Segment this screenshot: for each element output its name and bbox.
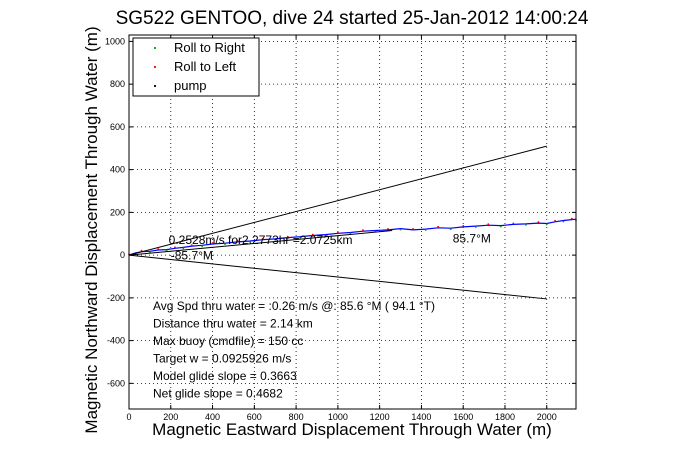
bounds-line [128,145,547,256]
stat-line: Max buoy (cmdfile) = 150 cc [153,334,303,348]
series-layer [128,145,577,300]
stat-line: Model glide slope = 0.3663 [153,369,297,383]
roll-left-point [157,248,160,250]
x-tick-label: 2000 [537,412,557,422]
roll-left-point [286,235,289,238]
annotations: 0.2528m/s for2.2773hr =2.0725km 85.7°M -85… [169,231,491,262]
roll-right-point [201,245,204,248]
legend-marker [153,65,157,69]
x-tick-label: 400 [205,412,220,422]
y-tick-label: 400 [110,165,125,175]
annotation-label: 0.2528m/s for2.2773hr =2.0725km [169,233,353,247]
stat-line: Avg Spd thru water = :0.26 m/s @: 85.6 °… [153,299,435,313]
y-tick-label: 0 [120,250,125,260]
chart-title: SG522 GENTOO, dive 24 started 25-Jan-201… [116,8,589,29]
roll-right-point [449,228,452,231]
roll-left-point [387,228,389,230]
roll-right-point [324,234,327,237]
roll-right-point [182,247,185,250]
roll-left-point [462,225,465,227]
y-tick-label: 600 [110,122,125,132]
roll-right-point [274,238,277,241]
stat-line: Distance thru water = 2.14 km [153,317,313,331]
legend: Roll to Right Roll to Left pump [132,37,260,97]
roll-right-point [562,220,565,223]
plot-border [128,34,577,410]
x-axis-ticks: 0 200 400 600 800 1000 1200 1400 1600 1800 2000 [126,35,557,422]
annotation-label: 85.7°M [453,231,491,245]
roll-left-point [437,225,440,228]
bounds-line [128,254,547,300]
roll-right-point [299,236,302,239]
roll-right-point [249,241,252,243]
roll-left-point [261,237,264,240]
x-tick-label: 800 [289,412,304,422]
roll-right-point [399,228,402,231]
x-tick-label: 1800 [495,412,515,422]
plot-area: 0 200 400 600 800 1000 1200 1400 1600 1800 2000 10… [105,34,577,422]
stats-block: Avg Spd thru water = :0.26 m/s @: 85.6 °… [153,299,435,401]
roll-right-point [499,225,502,228]
roll-right-point [524,224,527,226]
legend-marker [153,84,157,88]
x-tick-label: 1200 [370,412,390,422]
roll-left-point [236,239,239,242]
annotation-label: -85.7°M [171,248,213,262]
plot-frame [129,35,576,409]
roll-left-point [211,242,214,244]
y-tick-label: -400 [107,336,125,346]
roll-left-point [570,217,573,220]
x-tick-label: 1000 [328,412,348,422]
legend-label: pump [174,78,207,93]
bounds-line [128,230,393,256]
y-tick-label: -600 [107,378,125,388]
legend-marker [153,46,157,50]
stat-line: Net glide slope = 0.4682 [153,387,283,401]
roll-right-point [474,226,477,228]
y-tick-label: 800 [110,79,125,89]
roll-left-point [190,244,193,247]
roll-left-point [140,249,143,252]
roll-left-point [336,231,339,234]
roll-left-point [311,233,314,236]
x-tick-label: 1600 [453,412,473,422]
roll-left-point [554,219,557,222]
y-tick-label: 1000 [105,36,125,46]
x-tick-label: 200 [163,412,178,422]
roll-right-point [424,229,427,231]
stat-line: Target w = 0.0925926 m/s [153,352,291,366]
roll-left-point [174,246,176,249]
roll-left-point [362,229,364,232]
y-tick-label: 200 [110,207,125,217]
roll-left-point [487,223,490,226]
roll-left-point [512,222,515,225]
roll-left-point [537,221,540,223]
roll-left-point [412,228,414,230]
x-tick-label: 0 [126,412,131,422]
y-tick-label: -200 [107,293,125,303]
x-axis-label: Magnetic Eastward Displacement Through W… [152,420,552,439]
x-tick-label: 600 [247,412,262,422]
track-line [128,218,577,256]
legend-label: Roll to Left [174,59,237,74]
roll-right-point [165,249,168,252]
roll-right-point [224,243,226,246]
legend-label: Roll to Right [174,40,245,55]
roll-right-point [545,223,548,226]
x-tick-label: 1400 [411,412,431,422]
y-axis-ticks: 1000 800 600 400 200 0 -200 -400 -600 [105,36,576,388]
grid [128,35,576,409]
y-axis-label: Magnetic Northward Displacement Through … [82,26,101,433]
